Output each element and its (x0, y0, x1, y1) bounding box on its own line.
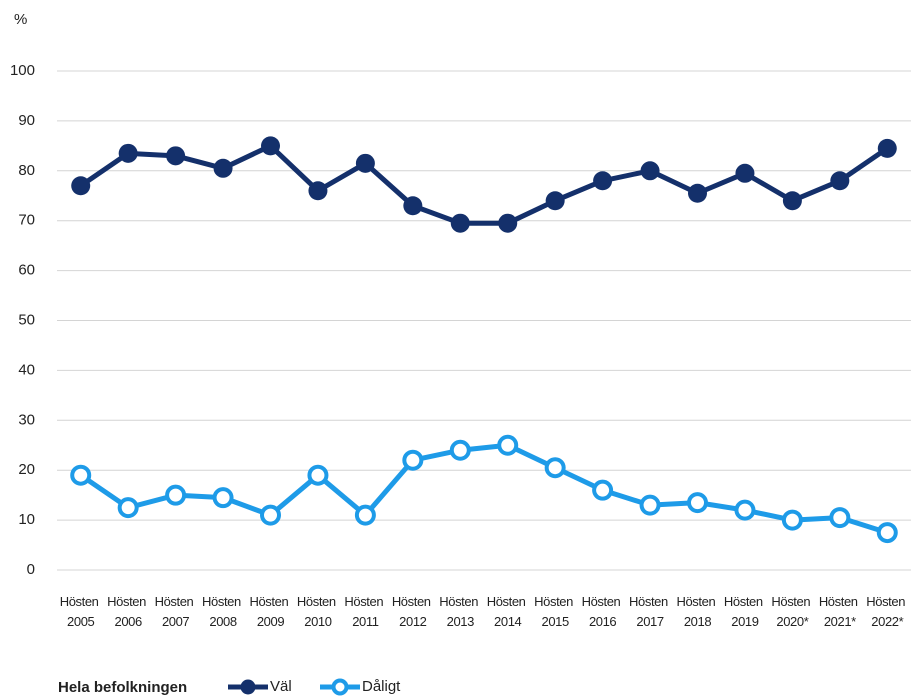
legend-label: Dåligt (362, 678, 401, 695)
point (118, 143, 138, 163)
point (165, 484, 187, 506)
x-tick-label: Hösten 2006 (107, 594, 149, 629)
x-tick-label: Hösten 2022* (866, 594, 908, 629)
y-tick-label: 20 (18, 461, 35, 478)
x-tick-label: Hösten 2005 (60, 594, 102, 629)
legend-marker (331, 678, 349, 696)
x-tick-label: Hösten 2008 (202, 594, 244, 629)
point (497, 434, 519, 456)
x-tick-label: Hösten 2012 (392, 594, 434, 629)
y-tick-label: 80 (18, 162, 35, 179)
x-tick-label: Hösten 2020* (771, 594, 813, 629)
point (735, 163, 755, 183)
point (498, 213, 518, 233)
point (260, 504, 281, 526)
x-tick-label: Hösten 2014 (487, 594, 529, 629)
point (117, 497, 139, 519)
y-axis-label: % (14, 11, 27, 28)
point (261, 136, 280, 156)
point (781, 509, 803, 531)
x-tick-label: Hösten 2015 (534, 594, 576, 629)
point (593, 171, 613, 191)
point (877, 138, 897, 158)
x-tick-label: Hösten 2021* (819, 594, 861, 629)
point (734, 499, 756, 521)
y-tick-label: 10 (18, 511, 35, 528)
series-line (79, 442, 889, 535)
point (402, 449, 424, 471)
y-tick-label: 40 (18, 361, 35, 378)
legend-label: Väl (270, 678, 292, 695)
point (307, 464, 329, 486)
y-tick-label: 50 (18, 311, 35, 328)
point (355, 153, 375, 173)
x-tick-label: Hösten 2017 (629, 594, 671, 629)
point (639, 494, 661, 516)
point (354, 504, 376, 526)
point (687, 492, 708, 514)
point (70, 464, 92, 486)
x-tick-label: Hösten 2019 (724, 594, 766, 629)
point (545, 191, 565, 211)
point (308, 181, 328, 201)
series-line (79, 143, 889, 226)
point (71, 176, 91, 196)
x-tick-label: Hösten 2018 (676, 594, 718, 629)
legend-title: Hela befolkningen (58, 679, 187, 696)
point (450, 213, 470, 233)
point (688, 183, 707, 203)
point (640, 161, 660, 181)
x-tick-label: Hösten 2007 (155, 594, 197, 629)
y-tick-label: 70 (18, 212, 35, 229)
point (166, 146, 186, 166)
x-tick-label: Hösten 2013 (439, 594, 481, 629)
legend-marker (240, 679, 256, 695)
y-tick-label: 30 (18, 411, 35, 428)
point (449, 439, 471, 461)
point (544, 457, 566, 479)
point (212, 487, 234, 509)
x-tick-label: Hösten 2011 (344, 594, 386, 629)
y-tick-label: 60 (18, 262, 35, 279)
x-tick-label: Hösten 2009 (249, 594, 291, 629)
point (592, 479, 614, 501)
point (403, 196, 423, 216)
y-tick-label: 100 (10, 62, 35, 79)
point (876, 522, 898, 544)
x-tick-label: Hösten 2010 (297, 594, 339, 629)
point (782, 191, 802, 211)
y-tick-label: 90 (18, 112, 35, 129)
x-tick-label: Hösten 2016 (582, 594, 624, 629)
point (830, 171, 850, 191)
point (829, 507, 851, 529)
point (213, 158, 233, 178)
y-tick-label: 0 (27, 561, 35, 578)
